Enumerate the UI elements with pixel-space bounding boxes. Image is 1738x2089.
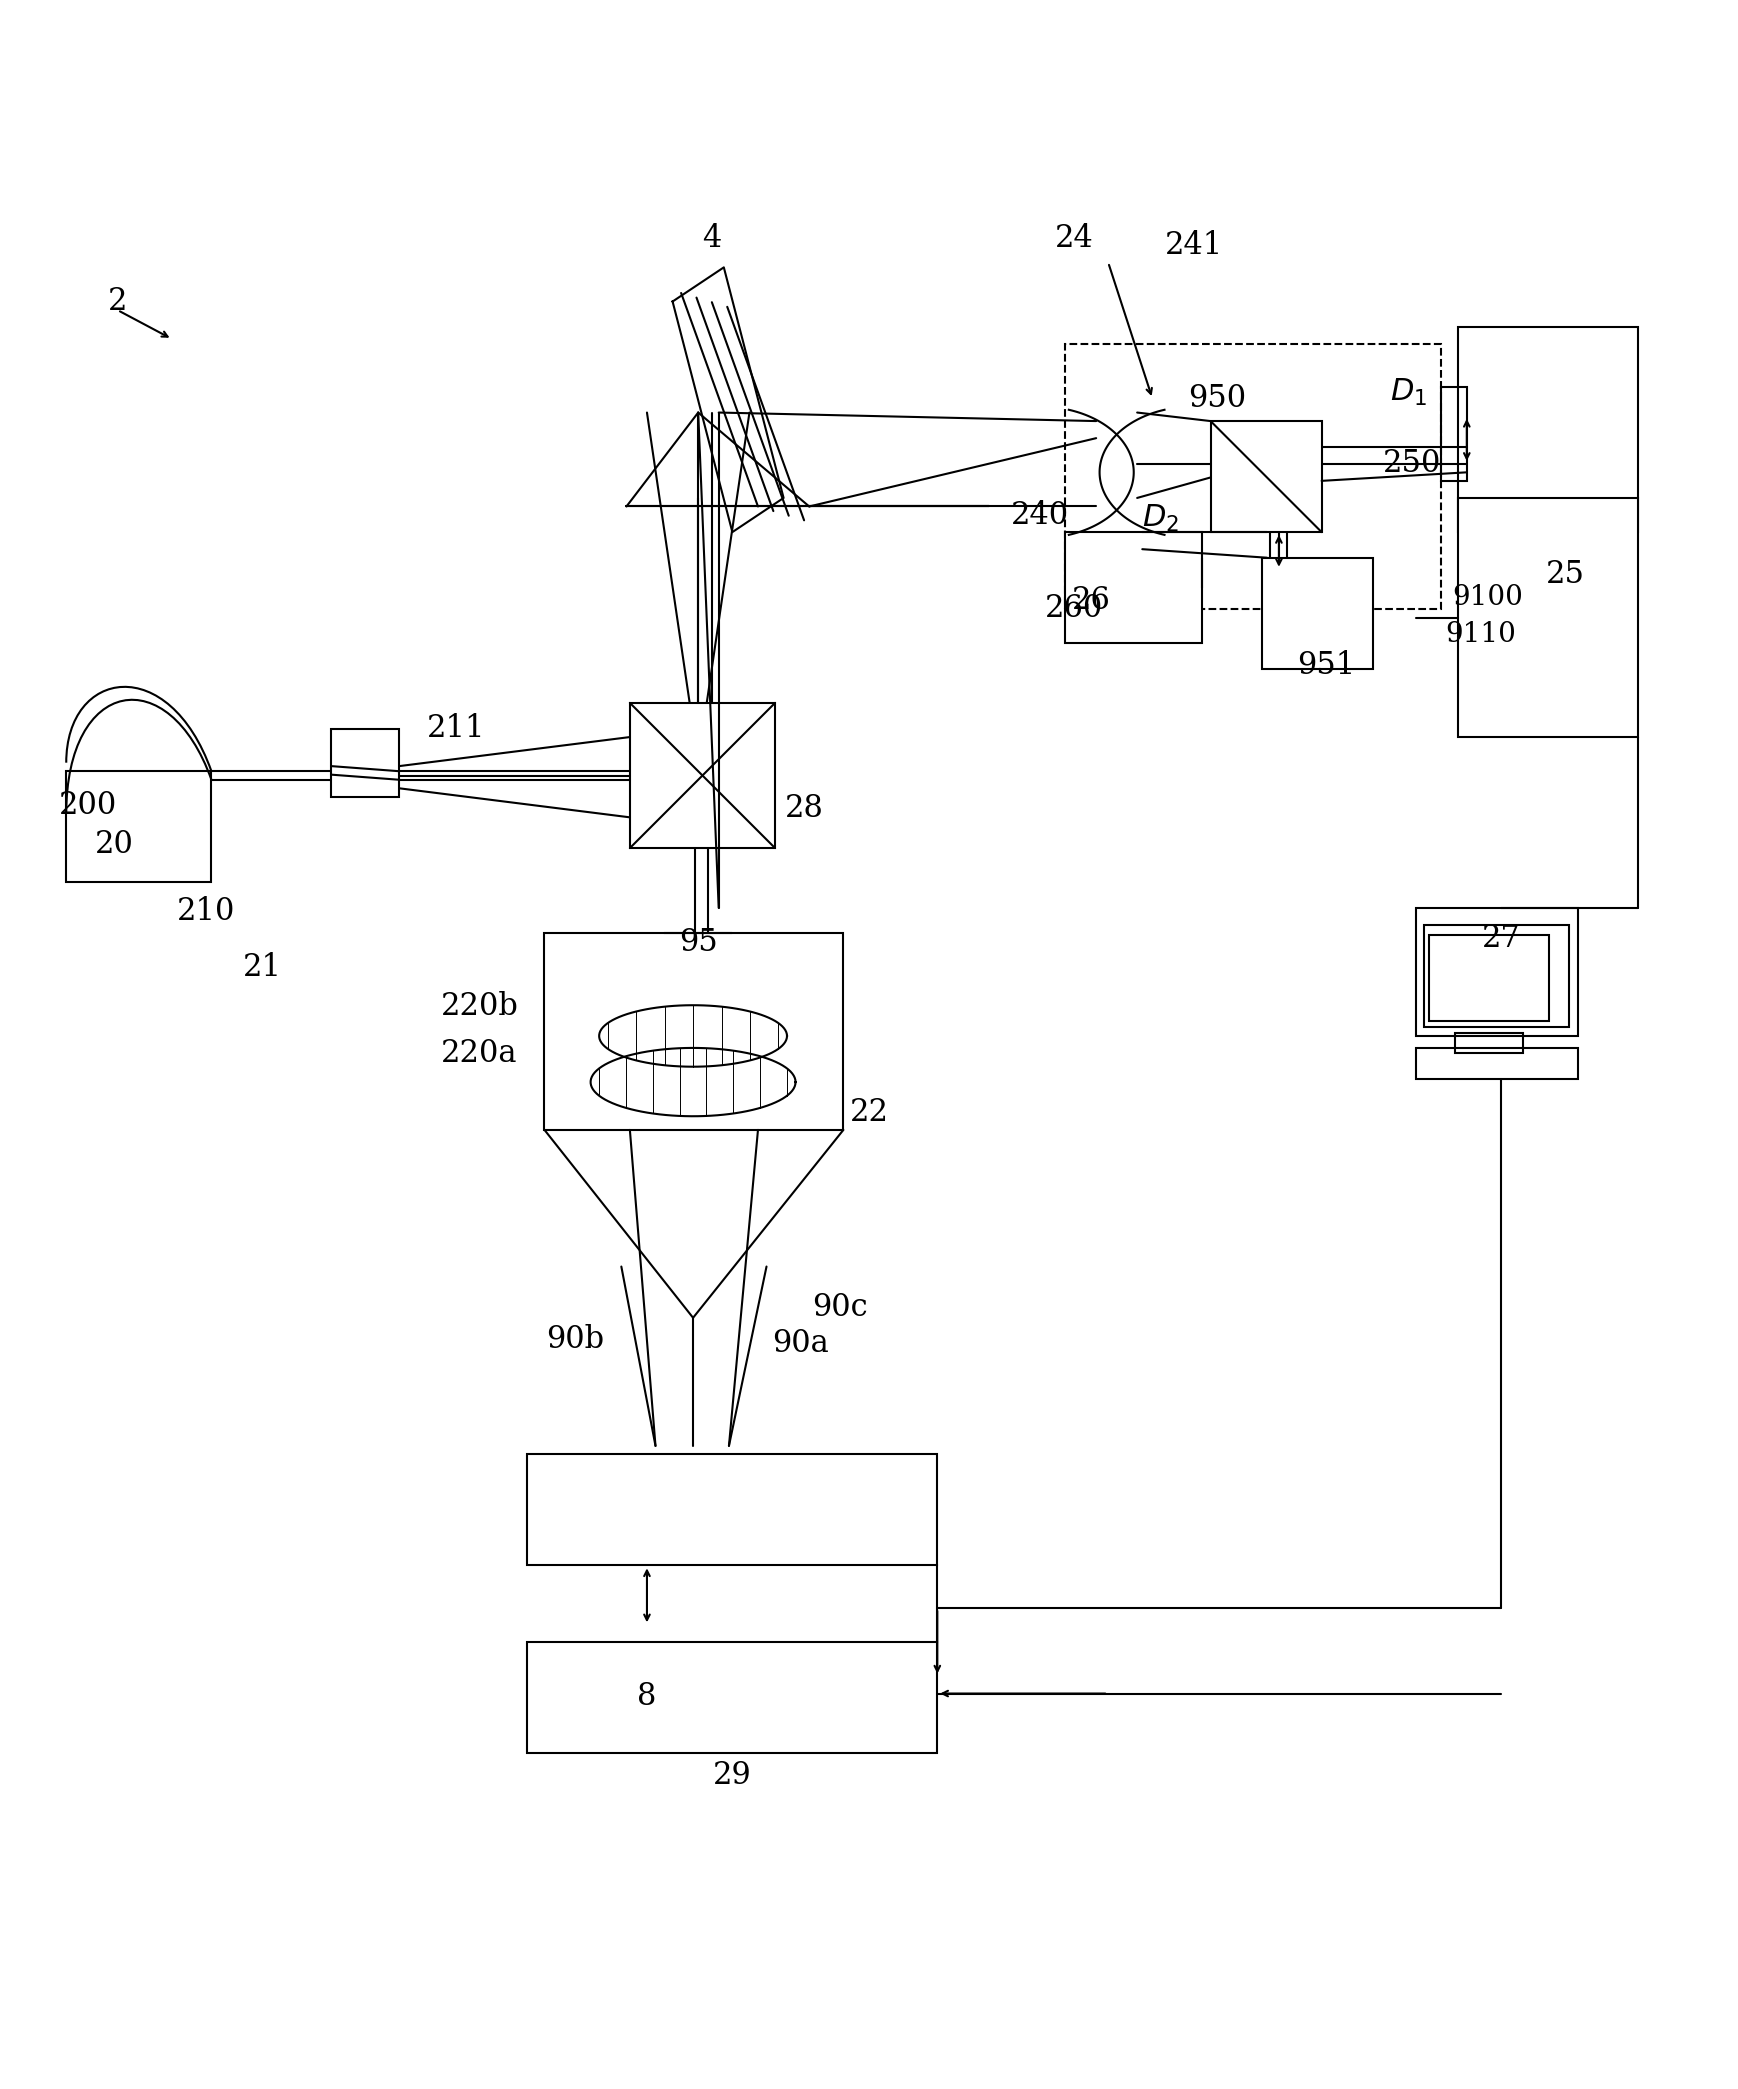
Bar: [1458, 328, 1637, 533]
Bar: [330, 729, 400, 796]
Bar: [1262, 558, 1373, 668]
Bar: [1415, 1049, 1578, 1078]
Bar: [1415, 909, 1578, 1036]
Text: 26: 26: [1072, 585, 1111, 616]
Bar: [1458, 497, 1637, 737]
Text: 90c: 90c: [812, 1291, 867, 1322]
Text: 200: 200: [59, 790, 118, 821]
Text: 29: 29: [713, 1761, 753, 1790]
Text: 260: 260: [1045, 593, 1104, 625]
Text: 25: 25: [1547, 560, 1585, 591]
Bar: [1455, 1032, 1522, 1053]
Bar: [527, 1454, 937, 1565]
Bar: [66, 771, 212, 882]
Text: 250: 250: [1383, 449, 1441, 478]
Text: 21: 21: [243, 953, 282, 984]
Text: 24: 24: [1055, 224, 1093, 255]
Text: 4: 4: [702, 224, 721, 255]
Bar: [1423, 925, 1569, 1028]
Text: 9110: 9110: [1444, 620, 1516, 648]
Text: 90b: 90b: [546, 1324, 605, 1356]
Text: 210: 210: [177, 896, 235, 928]
Bar: [629, 702, 775, 848]
Bar: [527, 1642, 937, 1753]
Bar: [1441, 386, 1467, 480]
Text: 241: 241: [1164, 230, 1222, 261]
Text: 20: 20: [94, 829, 134, 861]
Text: 9100: 9100: [1451, 583, 1522, 610]
Text: 211: 211: [426, 712, 485, 744]
Text: $D_1$: $D_1$: [1390, 376, 1427, 407]
Text: 220b: 220b: [441, 992, 518, 1022]
Text: 28: 28: [784, 794, 824, 825]
Text: $D_2$: $D_2$: [1142, 503, 1180, 535]
Text: 240: 240: [1012, 499, 1069, 531]
Text: 8: 8: [638, 1682, 657, 1713]
Text: 950: 950: [1189, 384, 1246, 414]
Text: 22: 22: [850, 1097, 888, 1128]
Text: 27: 27: [1481, 923, 1521, 955]
Text: 90a: 90a: [772, 1329, 829, 1360]
Text: 220a: 220a: [441, 1038, 518, 1070]
Bar: [1065, 533, 1203, 643]
Bar: [1429, 936, 1549, 1022]
Text: 2: 2: [108, 286, 127, 318]
Bar: [1211, 422, 1321, 533]
Bar: [544, 934, 843, 1130]
Text: 951: 951: [1298, 650, 1356, 681]
Bar: [1065, 345, 1441, 610]
Text: 95: 95: [680, 928, 718, 957]
